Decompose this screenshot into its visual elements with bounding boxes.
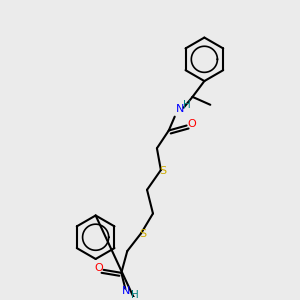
- Text: O: O: [94, 263, 103, 273]
- Text: S: S: [140, 229, 147, 239]
- Text: S: S: [159, 166, 167, 176]
- Text: H: H: [131, 290, 139, 300]
- Text: H: H: [183, 100, 190, 110]
- Text: O: O: [187, 118, 196, 129]
- Text: N: N: [176, 104, 184, 114]
- Text: N: N: [122, 286, 130, 296]
